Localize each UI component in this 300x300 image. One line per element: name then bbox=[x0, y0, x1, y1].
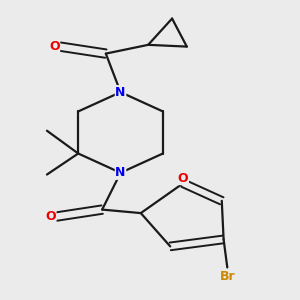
Text: O: O bbox=[45, 210, 56, 223]
Text: N: N bbox=[116, 166, 126, 179]
Text: N: N bbox=[116, 86, 126, 99]
Text: O: O bbox=[49, 40, 60, 53]
Text: O: O bbox=[178, 172, 188, 184]
Text: Br: Br bbox=[220, 270, 235, 283]
